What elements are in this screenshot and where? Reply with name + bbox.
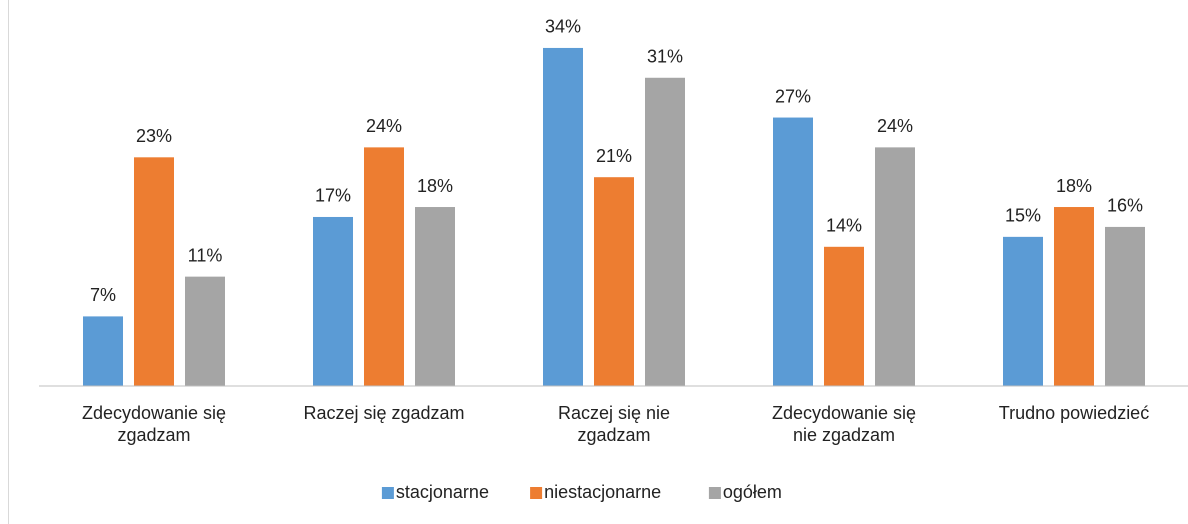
label-bg — [1052, 175, 1096, 200]
bar — [1003, 236, 1043, 386]
bar — [83, 316, 123, 386]
label-bg — [311, 184, 355, 209]
bar — [543, 47, 583, 386]
bar — [313, 216, 353, 386]
label-bg — [81, 284, 125, 309]
x-tick-line: nie zgadzam — [793, 425, 895, 445]
data-label: 18% — [417, 176, 453, 196]
bar — [594, 177, 634, 386]
label-bg — [1001, 204, 1045, 229]
data-label: 16% — [1107, 196, 1143, 216]
label-bg — [771, 85, 815, 110]
label-bg — [541, 15, 585, 40]
x-tick-line: Zdecydowanie się — [772, 403, 916, 423]
legend-swatch — [530, 487, 543, 499]
data-label: 14% — [826, 216, 862, 236]
data-label: 21% — [596, 146, 632, 166]
bar — [134, 157, 174, 386]
x-tick-label: Zdecydowanie się nie zgadzam — [772, 403, 916, 445]
x-tick-label: Raczej się nie zgadzam — [558, 403, 670, 445]
label-bg — [643, 45, 687, 70]
label-bg — [873, 115, 917, 140]
data-label: 18% — [1056, 176, 1092, 196]
x-tick-line: zgadzam — [577, 425, 650, 445]
data-label: 7% — [90, 285, 116, 305]
bar — [1105, 226, 1145, 386]
bar — [415, 207, 455, 386]
data-label: 23% — [136, 126, 172, 146]
legend-label: ogółem — [723, 482, 782, 502]
data-label: 17% — [315, 186, 351, 206]
x-tick-line: Zdecydowanie się — [82, 403, 226, 423]
label-bg — [183, 244, 227, 269]
legend-swatch — [381, 487, 394, 499]
legend-label: stacjonarne — [396, 482, 489, 502]
legend-label: niestacjonarne — [544, 482, 661, 502]
bar — [824, 246, 864, 386]
data-label: 34% — [545, 17, 581, 37]
data-label: 15% — [1005, 206, 1041, 226]
bar — [645, 77, 685, 387]
bar — [1054, 207, 1094, 386]
label-bg — [822, 214, 866, 239]
x-tick-line: Trudno powiedzieć — [999, 403, 1149, 423]
bar — [364, 147, 404, 386]
label-bg — [1103, 194, 1147, 219]
data-label: 24% — [366, 116, 402, 136]
x-tick-label: Raczej się zgadzam — [303, 403, 464, 423]
label-bg — [592, 145, 636, 170]
frame — [8, 0, 9, 524]
data-label: 11% — [188, 245, 223, 265]
label-bg — [132, 125, 176, 150]
bar — [185, 276, 225, 386]
label-bg — [362, 115, 406, 140]
x-tick-line: zgadzam — [117, 425, 190, 445]
legend-swatch — [708, 487, 721, 499]
data-label: 27% — [775, 86, 811, 106]
data-label: 24% — [877, 116, 913, 136]
data-label: 31% — [647, 47, 683, 67]
label-bg — [413, 175, 457, 200]
x-tick-label: Trudno powiedzieć — [999, 403, 1149, 423]
bar — [875, 147, 915, 386]
x-tick-line: Raczej się zgadzam — [303, 403, 464, 423]
x-tick-line: Raczej się nie — [558, 403, 670, 423]
bar — [773, 117, 813, 387]
x-tick-label: Zdecydowanie się zgadzam — [82, 403, 226, 445]
